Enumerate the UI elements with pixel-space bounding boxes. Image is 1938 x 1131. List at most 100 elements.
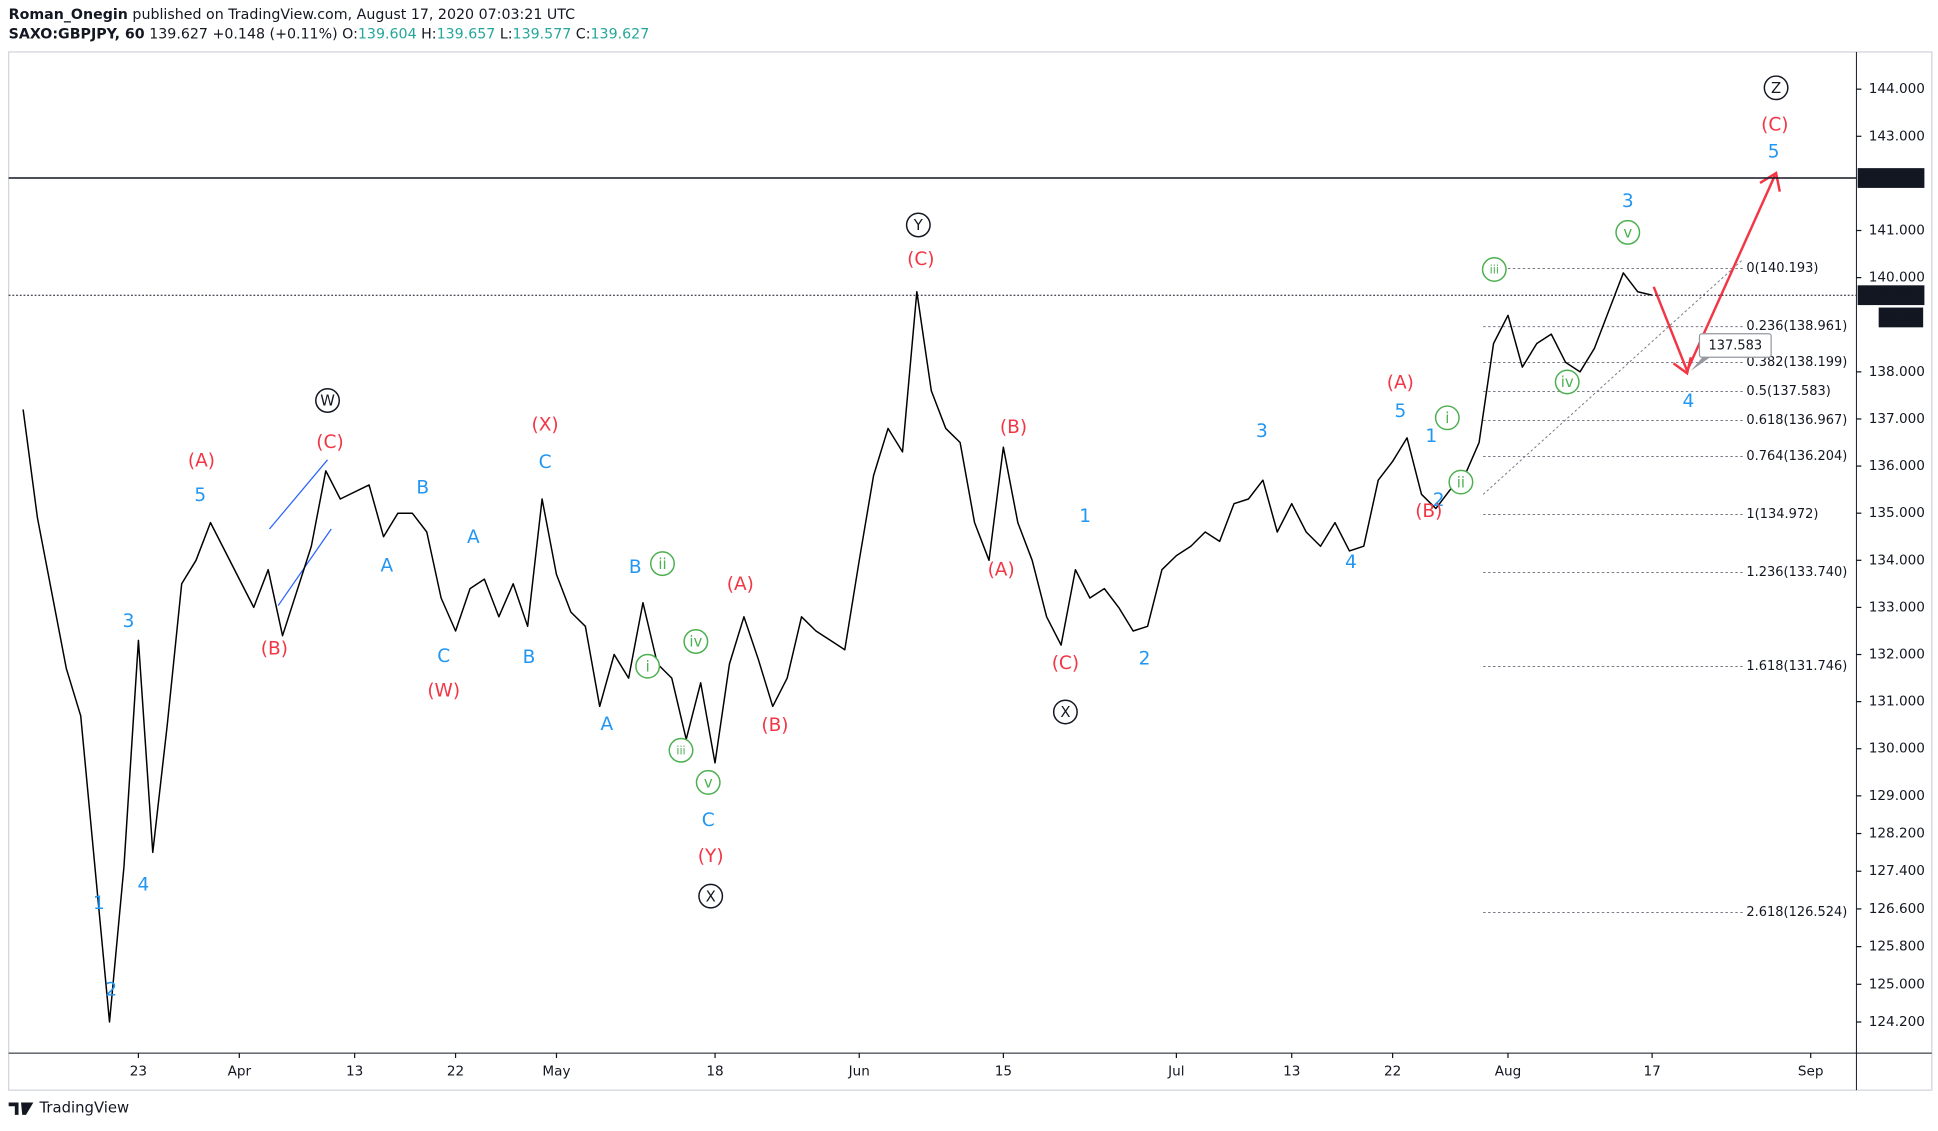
last-price: 139.627 (149, 27, 208, 43)
wave-label: v (704, 775, 713, 792)
x-tick-label: 17 (1643, 1064, 1660, 1080)
countdown-box (1878, 307, 1924, 328)
wave-label: 4 (137, 874, 149, 895)
wave-label: 2 (105, 980, 117, 1001)
wave-label: ii (658, 556, 666, 573)
published: published on TradingView.com, August 17,… (132, 7, 575, 23)
arrow-head (1759, 171, 1782, 192)
wave-label: A (467, 527, 480, 548)
wave-label: (C) (1052, 653, 1079, 674)
wave-label: X (706, 888, 716, 905)
y-tick-label: 130.000 (1869, 741, 1925, 757)
wave-circle (1448, 469, 1474, 495)
wave-circle (1615, 219, 1641, 245)
wave-label: iv (1561, 374, 1574, 391)
ohlc-key: H: (421, 27, 436, 43)
fib-label: 0.5(137.583) (1746, 384, 1830, 399)
y-tick-label: 144.000 (1869, 81, 1925, 97)
x-tick-label: Sep (1798, 1064, 1824, 1080)
wave-label: iii (676, 745, 685, 758)
fib-label: 2.618(126.524) (1746, 905, 1847, 920)
wave-label: A (601, 714, 614, 735)
x-tick-label: Apr (228, 1064, 252, 1080)
ohlc-value: 139.627 (591, 27, 650, 43)
wave-label: C (437, 646, 450, 667)
wave-label: 3 (123, 611, 135, 632)
frame (8, 51, 1933, 1091)
wave-label: B (629, 557, 642, 578)
x-tick-label: 23 (130, 1064, 147, 1080)
ohlc-key: O: (342, 27, 358, 43)
countdown: 56:41 (1879, 309, 1922, 325)
price-line (22, 272, 1653, 1023)
wave-label: W (320, 393, 335, 410)
x-tick-label: 15 (995, 1064, 1012, 1080)
y-tick-label: 131.000 (1869, 694, 1925, 710)
wave-label: (B) (1000, 417, 1027, 438)
wave-label: 5 (1394, 401, 1406, 422)
ohlc-value: 139.657 (437, 27, 496, 43)
wave-label: 2 (1433, 490, 1445, 511)
price-label: 142.114 (1860, 170, 1922, 186)
y-tick-label: 125.800 (1869, 939, 1925, 955)
price-label-box (1857, 168, 1925, 188)
wave-circle (668, 737, 694, 763)
wave-label: Y (913, 217, 924, 234)
fib-trend-line (1482, 259, 1744, 495)
wave-label: (A) (1387, 373, 1414, 394)
wave-circle (649, 551, 675, 577)
fib-label: 1.618(131.746) (1746, 659, 1847, 674)
symbol-line: SAXO:GBPJPY, 60 139.627 +0.148 (+0.11%) … (9, 27, 650, 43)
ohlc-key: L: (500, 27, 513, 43)
wave-label: B (523, 647, 536, 668)
x-tick-label: Aug (1495, 1064, 1522, 1080)
ohlc-value: 139.604 (358, 27, 417, 43)
wave-label: iv (689, 634, 702, 651)
wave-label: i (1445, 410, 1449, 427)
x-tick-label: 13 (1283, 1064, 1300, 1080)
wave-label: (C) (907, 249, 934, 270)
change: +0.148 (+0.11%) (212, 27, 337, 43)
wave-circle (683, 629, 709, 654)
wave-circle (698, 883, 724, 909)
wave-circle (635, 653, 661, 679)
symbol: SAXO:GBPJPY, 60 (9, 27, 145, 43)
y-tick-label: 138.000 (1869, 364, 1925, 380)
wave-circle (1763, 75, 1789, 101)
plot: 0(140.193) 0.236(138.961) 0.382(138.199) 0.… (22, 261, 1847, 1023)
wave-label: (A) (727, 574, 754, 595)
y-tick-label: 127.400 (1869, 863, 1925, 879)
price-label: 139.627 (1860, 287, 1922, 303)
target-tag-box (1698, 333, 1772, 358)
y-tick-label: 126.600 (1869, 901, 1925, 917)
author: Roman_Onegin (9, 7, 128, 23)
y-tick-label: 132.000 (1869, 647, 1925, 663)
wave-circle (1554, 369, 1580, 395)
channel-line (268, 459, 329, 530)
wave-label: (X) (531, 415, 558, 436)
y-tick-label: 136.000 (1869, 458, 1925, 474)
wave-label: (A) (188, 451, 215, 472)
x-tick-label: Jun (848, 1064, 870, 1080)
wave-label: i (646, 658, 650, 675)
fib-label: 0.764(136.204) (1746, 449, 1847, 464)
ohlc-value: 139.577 (513, 27, 572, 43)
x-tick-label: May (542, 1064, 570, 1080)
wave-circle (695, 769, 721, 795)
wave-label: (B) (1415, 501, 1442, 522)
y-tick-label: 137.000 (1869, 411, 1925, 427)
wave-circle (1481, 257, 1507, 282)
wave-label: 2 (1139, 648, 1151, 669)
x-tick-label: 13 (346, 1064, 363, 1080)
wave-label: 4 (1345, 552, 1357, 573)
y-tick-label: 134.000 (1869, 552, 1925, 568)
wave-label: C (702, 810, 715, 831)
x-tick-label: Jul (1167, 1064, 1184, 1080)
wave-label: (W) (427, 680, 460, 701)
x-tick-label: 22 (1384, 1064, 1401, 1080)
wave-label: C (539, 452, 552, 473)
fib-label: 0.236(138.961) (1746, 319, 1847, 334)
wave-label: 1 (93, 893, 105, 914)
wave-label: (C) (1761, 114, 1788, 135)
y-tick-label: 133.000 (1869, 599, 1925, 615)
